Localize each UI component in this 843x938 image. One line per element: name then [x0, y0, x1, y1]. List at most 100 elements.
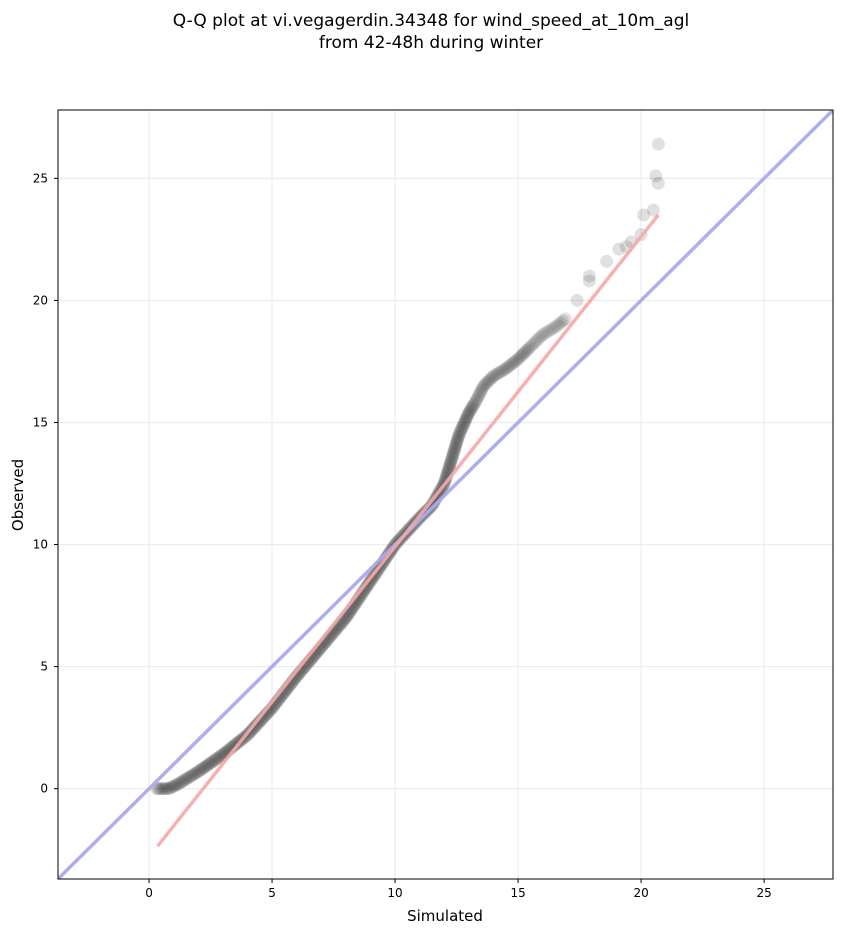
- qq-point: [449, 437, 463, 451]
- qq-point: [651, 176, 665, 190]
- qq-point: [637, 208, 651, 222]
- qq-point: [502, 359, 516, 373]
- qq-point: [493, 365, 507, 379]
- qq-point: [199, 759, 213, 773]
- qq-point: [466, 399, 480, 413]
- qq-point: [360, 579, 374, 593]
- qq-point: [527, 336, 541, 350]
- qq-point: [464, 402, 478, 416]
- qq-point: [528, 335, 542, 349]
- qq-point: [485, 370, 499, 384]
- qq-point: [554, 315, 568, 329]
- qq-point: [459, 413, 473, 427]
- qq-point: [453, 425, 467, 439]
- qq-point: [472, 388, 486, 402]
- qq-point: [478, 378, 492, 392]
- qq-point: [500, 361, 514, 375]
- qq-point: [444, 454, 458, 468]
- y-tick-label: 20: [33, 293, 48, 307]
- qq-point: [181, 771, 195, 785]
- qq-point: [439, 472, 453, 486]
- qq-point: [533, 330, 547, 344]
- qq-point: [465, 400, 479, 414]
- qq-point: [207, 754, 221, 768]
- qq-point: [457, 416, 471, 430]
- qq-point: [513, 350, 527, 364]
- qq-point: [152, 782, 166, 796]
- qq-point: [545, 322, 559, 336]
- qq-point: [202, 757, 216, 771]
- qq-point: [191, 765, 205, 779]
- qq-point: [486, 369, 500, 383]
- qq-point: [489, 367, 503, 381]
- qq-point: [159, 782, 173, 796]
- qq-point: [473, 386, 487, 400]
- qq-point: [543, 324, 557, 338]
- grid-lines: [58, 110, 833, 879]
- qq-point: [550, 318, 564, 332]
- qq-point: [518, 345, 532, 359]
- qq-point: [448, 441, 462, 455]
- qq-point: [557, 313, 571, 327]
- qq-point: [497, 363, 511, 377]
- qq-point: [165, 780, 179, 794]
- qq-point: [205, 755, 219, 769]
- qq-point: [252, 715, 266, 729]
- qq-point: [251, 716, 265, 730]
- qq-point: [213, 749, 227, 763]
- qq-point: [169, 778, 183, 792]
- qq-point: [361, 578, 375, 592]
- qq-point: [450, 434, 464, 448]
- qq-point: [227, 739, 241, 753]
- qq-point: [535, 329, 549, 343]
- qq-point: [511, 352, 525, 366]
- qq-point: [173, 776, 187, 790]
- qq-point: [453, 426, 467, 440]
- qq-point: [443, 458, 457, 472]
- qq-point: [547, 321, 561, 335]
- qq-point: [456, 419, 470, 433]
- qq-point: [471, 391, 485, 405]
- qq-point: [519, 344, 533, 358]
- qq-point: [442, 461, 456, 475]
- qq-point: [470, 392, 484, 406]
- qq-point: [477, 379, 491, 393]
- qq-point: [250, 717, 264, 731]
- qq-point: [208, 753, 222, 767]
- qq-point: [198, 760, 212, 774]
- qq-point: [481, 375, 495, 389]
- qq-point: [521, 342, 535, 356]
- qq-point: [445, 451, 459, 465]
- y-tick-label: 15: [33, 415, 48, 429]
- qq-point: [523, 340, 537, 354]
- qq-point: [200, 758, 214, 772]
- plot-frame: [57, 109, 834, 880]
- qq-point: [501, 360, 515, 374]
- qq-point: [530, 333, 544, 347]
- qq-point: [446, 448, 460, 462]
- qq-point: [459, 412, 473, 426]
- qq-point: [531, 332, 545, 346]
- x-tick-label: 10: [387, 886, 402, 900]
- qq-point: [211, 751, 225, 765]
- qq-point: [174, 775, 188, 789]
- qq-point: [558, 312, 572, 326]
- qq-point: [474, 383, 488, 397]
- qq-point: [646, 203, 660, 217]
- qq-point: [651, 137, 665, 151]
- qq-point: [156, 782, 170, 796]
- qq-point: [555, 314, 569, 328]
- qq-point: [517, 346, 531, 360]
- qq-point: [184, 769, 198, 783]
- qq-point: [359, 581, 373, 595]
- qq-point: [179, 772, 193, 786]
- y-axis-label: Observed: [9, 459, 27, 531]
- qq-point: [194, 763, 208, 777]
- qq-point: [541, 324, 555, 338]
- qq-point: [516, 348, 530, 362]
- qq-point: [451, 432, 465, 446]
- fit-line: [156, 213, 660, 848]
- y-tick-label: 10: [33, 538, 48, 552]
- qq-point: [176, 774, 190, 788]
- qq-point: [548, 320, 562, 334]
